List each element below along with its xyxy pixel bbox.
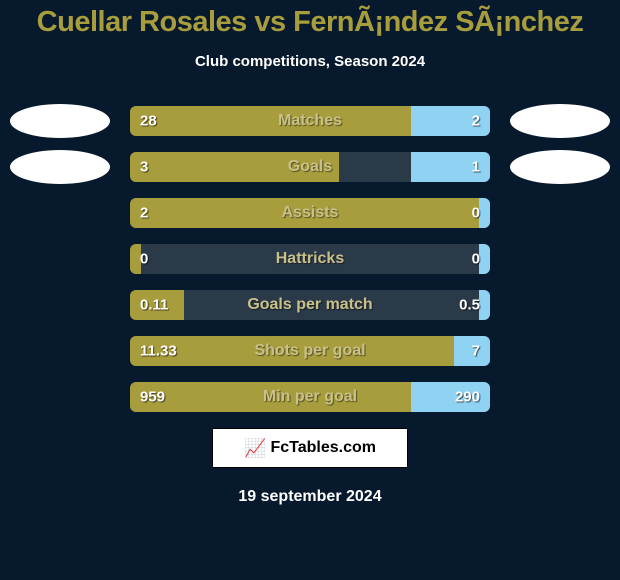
stat-name: Min per goal [130, 388, 490, 406]
stat-row: 31Goals [0, 152, 620, 182]
stat-row: 00Hattricks [0, 244, 620, 274]
stat-row: 282Matches [0, 106, 620, 136]
stat-name: Hattricks [130, 250, 490, 268]
stat-name: Shots per goal [130, 342, 490, 360]
stat-bar: 00Hattricks [130, 244, 490, 274]
avatar-spacer [10, 334, 110, 368]
stat-bar: 959290Min per goal [130, 382, 490, 412]
branding-badge[interactable]: 📈 FcTables.com [212, 428, 408, 468]
stat-row: 0.110.5Goals per match [0, 290, 620, 320]
player-avatar-left [10, 104, 110, 138]
avatar-spacer [510, 334, 610, 368]
avatar-spacer [510, 380, 610, 414]
player-avatar-right [510, 104, 610, 138]
stat-row: 11.337Shots per goal [0, 336, 620, 366]
avatar-spacer [10, 196, 110, 230]
stat-name: Goals per match [130, 296, 490, 314]
player-avatar-left [10, 150, 110, 184]
stat-name: Goals [130, 158, 490, 176]
stat-name: Matches [130, 112, 490, 130]
stat-rows: 282Matches 31Goals 20Assists 00Hattricks 0.1… [0, 106, 620, 412]
stat-row: 959290Min per goal [0, 382, 620, 412]
page-subtitle: Club competitions, Season 2024 [0, 53, 620, 70]
stat-bar: 31Goals [130, 152, 490, 182]
avatar-spacer [10, 380, 110, 414]
comparison-card: Cuellar Rosales vs FernÃ¡ndez SÃ¡nchez C… [0, 0, 620, 580]
avatar-spacer [10, 288, 110, 322]
page-title: Cuellar Rosales vs FernÃ¡ndez SÃ¡nchez [0, 0, 620, 39]
avatar-spacer [10, 242, 110, 276]
branding-text: FcTables.com [270, 439, 376, 457]
infographic-date: 19 september 2024 [0, 488, 620, 506]
stat-bar: 0.110.5Goals per match [130, 290, 490, 320]
chart-icon: 📈 [244, 438, 266, 459]
stat-bar: 282Matches [130, 106, 490, 136]
stat-bar: 20Assists [130, 198, 490, 228]
avatar-spacer [510, 242, 610, 276]
avatar-spacer [510, 196, 610, 230]
stat-name: Assists [130, 204, 490, 222]
stat-bar: 11.337Shots per goal [130, 336, 490, 366]
stat-row: 20Assists [0, 198, 620, 228]
avatar-spacer [510, 288, 610, 322]
player-avatar-right [510, 150, 610, 184]
